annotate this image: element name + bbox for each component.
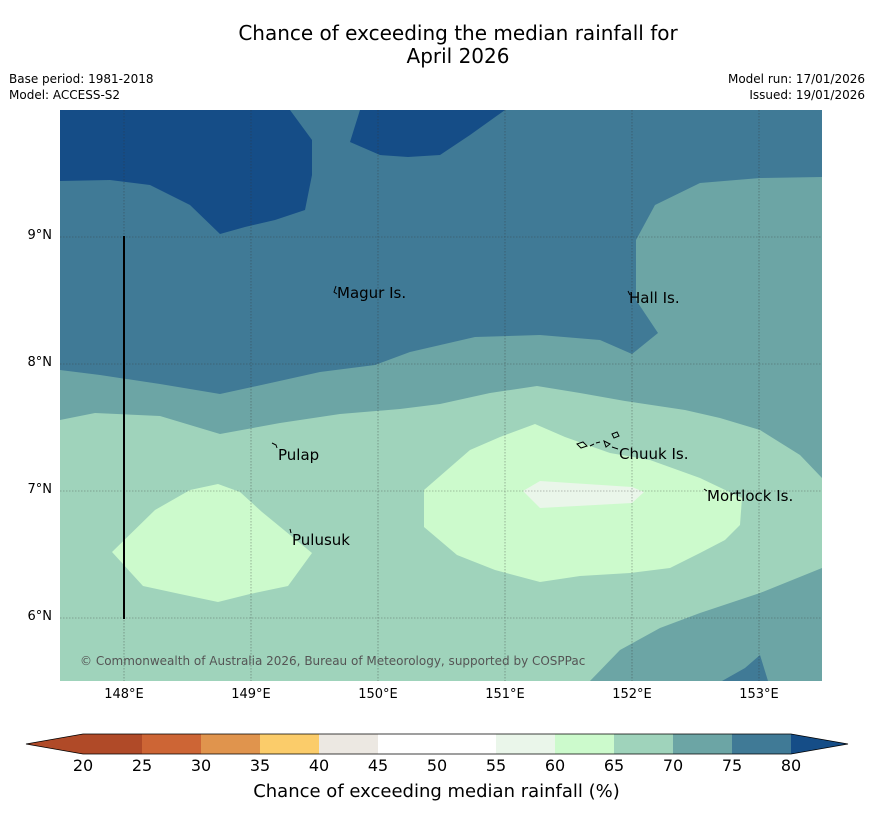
chuuk-island-outline (576, 431, 620, 450)
colorbar-label-55: 55 (485, 756, 507, 775)
lat-label-7n: 7°N (27, 482, 53, 497)
hall-island-outline (627, 290, 631, 296)
lat-label-9n: 9°N (27, 228, 53, 243)
colorbar-seg-35-40 (260, 734, 319, 754)
label-magur: Magur Is. (337, 284, 406, 302)
pulusuk-island-outline (289, 528, 292, 534)
label-chuuk: Chuuk Is. (619, 445, 688, 463)
colorbar-label-60: 60 (544, 756, 566, 775)
lon-label-150e: 150°E (358, 687, 398, 702)
zone-75-bottom-right (722, 655, 768, 681)
meta-right: Model run: 17/01/2026 Issued: 19/01/2026 (728, 71, 865, 103)
colorbar-seg-70-75 (673, 734, 732, 754)
colorbar-label-25: 25 (131, 756, 153, 775)
lon-label-148e: 148°E (104, 687, 144, 702)
colorbar-label-65: 65 (603, 756, 625, 775)
model-run: Model run: 17/01/2026 (727, 72, 865, 86)
colorbar (25, 733, 849, 755)
copyright-notice: © Commonwealth of Australia 2026, Bureau… (80, 654, 585, 668)
colorbar-seg-55-60 (496, 734, 555, 754)
colorbar-seg-40-45 (319, 734, 378, 754)
meta-left: Base period: 1981-2018 Model: ACCESS-S2 (9, 71, 154, 103)
title-line-1: Chance of exceeding the median rainfall … (238, 21, 678, 45)
colorbar-outline (25, 733, 849, 755)
lon-label-152e: 152°E (612, 687, 652, 702)
lat-label-8n: 8°N (27, 355, 53, 370)
colorbar-seg-50-55 (437, 734, 496, 754)
map-area (60, 110, 822, 681)
colorbar-label-35: 35 (249, 756, 271, 775)
colorbar-extend-high (791, 734, 848, 754)
issued-date: Issued: 19/01/2026 (749, 88, 865, 102)
title-line-2: April 2026 (406, 44, 510, 68)
colorbar-seg-45-50 (378, 734, 437, 754)
colorbar-seg-75-80 (732, 734, 791, 754)
colorbar-extend-low (26, 734, 83, 754)
colorbar-label-75: 75 (721, 756, 743, 775)
label-pulusuk: Pulusuk (292, 531, 350, 549)
lon-label-153e: 153°E (739, 687, 779, 702)
label-mortlock: Mortlock Is. (707, 487, 793, 505)
colorbar-label-30: 30 (190, 756, 212, 775)
lon-label-151e: 151°E (485, 687, 525, 702)
colorbar-seg-60-65 (555, 734, 614, 754)
map-title: Chance of exceeding the median rainfall … (0, 22, 873, 68)
label-pulap: Pulap (278, 446, 319, 464)
mortlock-island-outline (703, 488, 708, 492)
colorbar-label-70: 70 (662, 756, 684, 775)
lat-label-6n: 6°N (27, 609, 53, 624)
base-period: Base period: 1981-2018 (9, 72, 154, 86)
zone-55-60 (523, 481, 644, 508)
zone-60-65-west (112, 484, 312, 602)
colorbar-seg-65-70 (614, 734, 673, 754)
colorbar-seg-30-35 (201, 734, 260, 754)
colorbar-label-80: 80 (780, 756, 802, 775)
zone-80-north (350, 110, 505, 157)
colorbar-label-45: 45 (367, 756, 389, 775)
colorbar-title: Chance of exceeding median rainfall (%) (253, 781, 620, 802)
pulap-island-outline (271, 442, 278, 449)
colorbar-seg-25-30 (142, 734, 201, 754)
zone-80-west (60, 110, 312, 234)
model-name: Model: ACCESS-S2 (9, 88, 121, 102)
colorbar-label-50: 50 (426, 756, 448, 775)
magur-island-outline (333, 285, 338, 295)
islands (271, 285, 708, 534)
colorbar-label-20: 20 (72, 756, 94, 775)
colorbar-label-40: 40 (308, 756, 330, 775)
label-hall: Hall Is. (629, 289, 680, 307)
colorbar-seg-20-25 (83, 734, 142, 754)
lon-label-149e: 149°E (231, 687, 271, 702)
